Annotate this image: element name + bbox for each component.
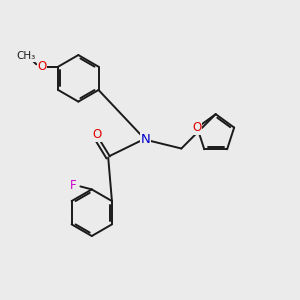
Text: O: O [37,60,46,73]
Text: N: N [141,133,150,146]
Text: O: O [193,121,202,134]
Text: F: F [70,179,76,192]
Text: CH₃: CH₃ [16,51,36,61]
Text: O: O [92,128,101,141]
